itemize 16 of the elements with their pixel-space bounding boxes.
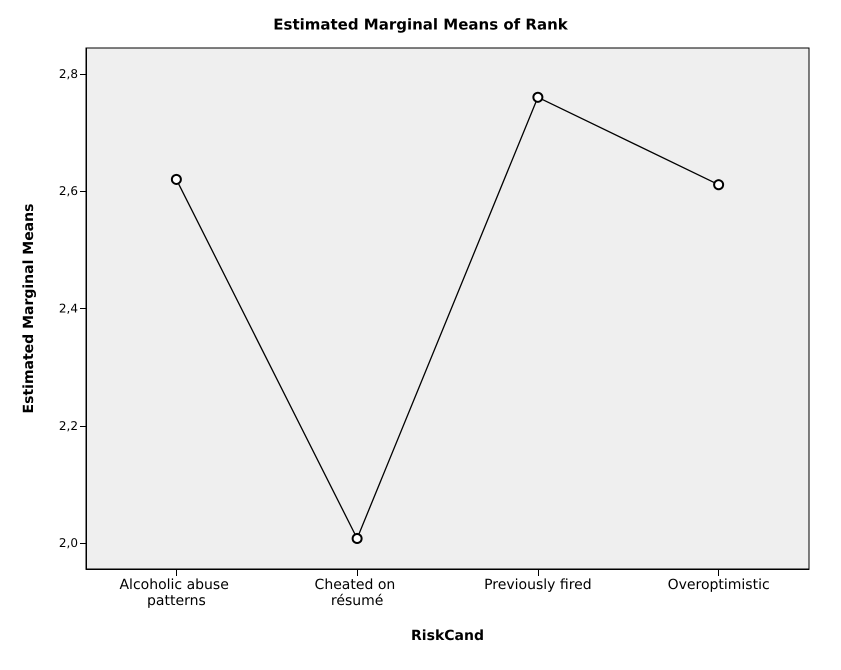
point bbox=[532, 92, 544, 103]
x-tick-label: Alcoholic abuse patterns bbox=[119, 577, 234, 609]
y-tick-label: 2,4 bbox=[58, 302, 78, 316]
y-axis-title: Estimated Marginal Means bbox=[21, 204, 37, 414]
y-tick-label: 2,6 bbox=[58, 184, 78, 198]
x-tick-label: Previously fired bbox=[484, 577, 592, 593]
y-tick-label: 2,0 bbox=[58, 536, 78, 550]
point bbox=[170, 174, 182, 185]
y-tick-label: 2,2 bbox=[58, 418, 78, 433]
point bbox=[713, 179, 724, 190]
y-tick-label: 2,8 bbox=[58, 66, 78, 81]
chart-title: Estimated Marginal Means of Rank bbox=[273, 16, 569, 34]
x-axis-title: RiskCand bbox=[411, 628, 484, 644]
point bbox=[352, 532, 363, 544]
x-tick-label: Cheated on résumé bbox=[314, 577, 400, 609]
x-tick-label: Overoptimistic bbox=[668, 577, 770, 593]
